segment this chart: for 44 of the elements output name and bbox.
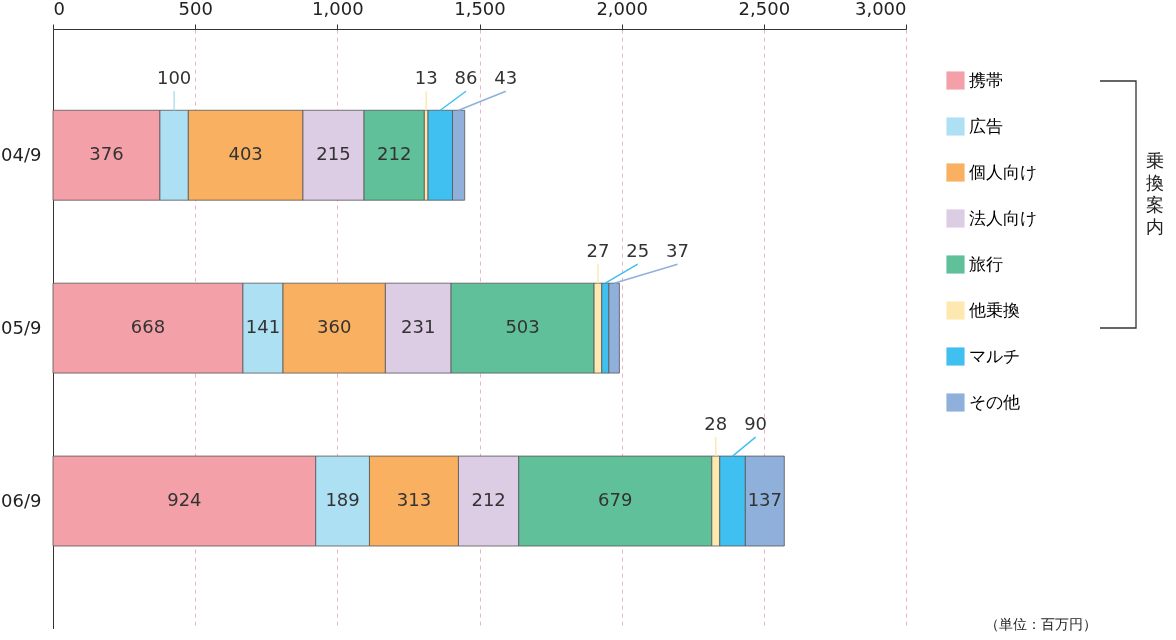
y-tick-label: 06/9 (1, 489, 42, 511)
text: （単位：百万円） (985, 616, 1097, 634)
x-tick-label: 1,500 (454, 0, 506, 19)
data-label: 13 (414, 67, 438, 89)
data-label: 141 (245, 316, 281, 338)
data-label: 27 (586, 240, 610, 262)
data-label: 86 (454, 67, 478, 89)
data-label: 212 (377, 143, 412, 165)
data-label: 100 (156, 67, 192, 89)
x-tick-label: 0 (53, 0, 65, 19)
data-label: 313 (396, 489, 432, 511)
text: 乗換案内 (1146, 150, 1164, 238)
data-label: 25 (626, 240, 650, 262)
data-label: 231 (401, 316, 436, 338)
data-label: 403 (228, 143, 263, 165)
data-label: 137 (747, 489, 783, 511)
y-tick-label: 04/9 (1, 143, 42, 165)
data-label: 924 (167, 489, 202, 511)
data-label: 360 (317, 316, 352, 338)
data-label: 679 (598, 489, 633, 511)
data-label: 668 (130, 316, 166, 338)
data-label: 37 (666, 240, 689, 262)
x-tick-label: 1,000 (312, 0, 364, 19)
legend-label: 広告 (969, 115, 1003, 136)
data-label: 28 (704, 412, 728, 434)
x-tick-label: 2,500 (738, 0, 791, 19)
legend-label: その他 (969, 391, 1020, 412)
legend-label: マルチ (969, 345, 1020, 366)
x-tick-label: 2,000 (596, 0, 648, 19)
data-label: 43 (494, 67, 518, 89)
x-tick-label: 3,000 (854, 0, 907, 19)
data-label: 212 (471, 489, 506, 511)
legend-label: 個人向け (969, 161, 1037, 182)
x-tick-label: 500 (178, 0, 213, 19)
data-label: 90 (744, 412, 768, 434)
data-label: 503 (505, 316, 540, 338)
legend-label: 旅行 (969, 253, 1003, 274)
y-tick-label: 05/9 (1, 316, 42, 338)
data-label: 376 (89, 143, 124, 165)
legend-label: 他乗換 (969, 299, 1020, 320)
legend-label: 法人向け (969, 207, 1037, 228)
legend-label: 携帯 (969, 69, 1003, 90)
data-label: 215 (316, 143, 351, 165)
data-label: 189 (325, 489, 360, 511)
